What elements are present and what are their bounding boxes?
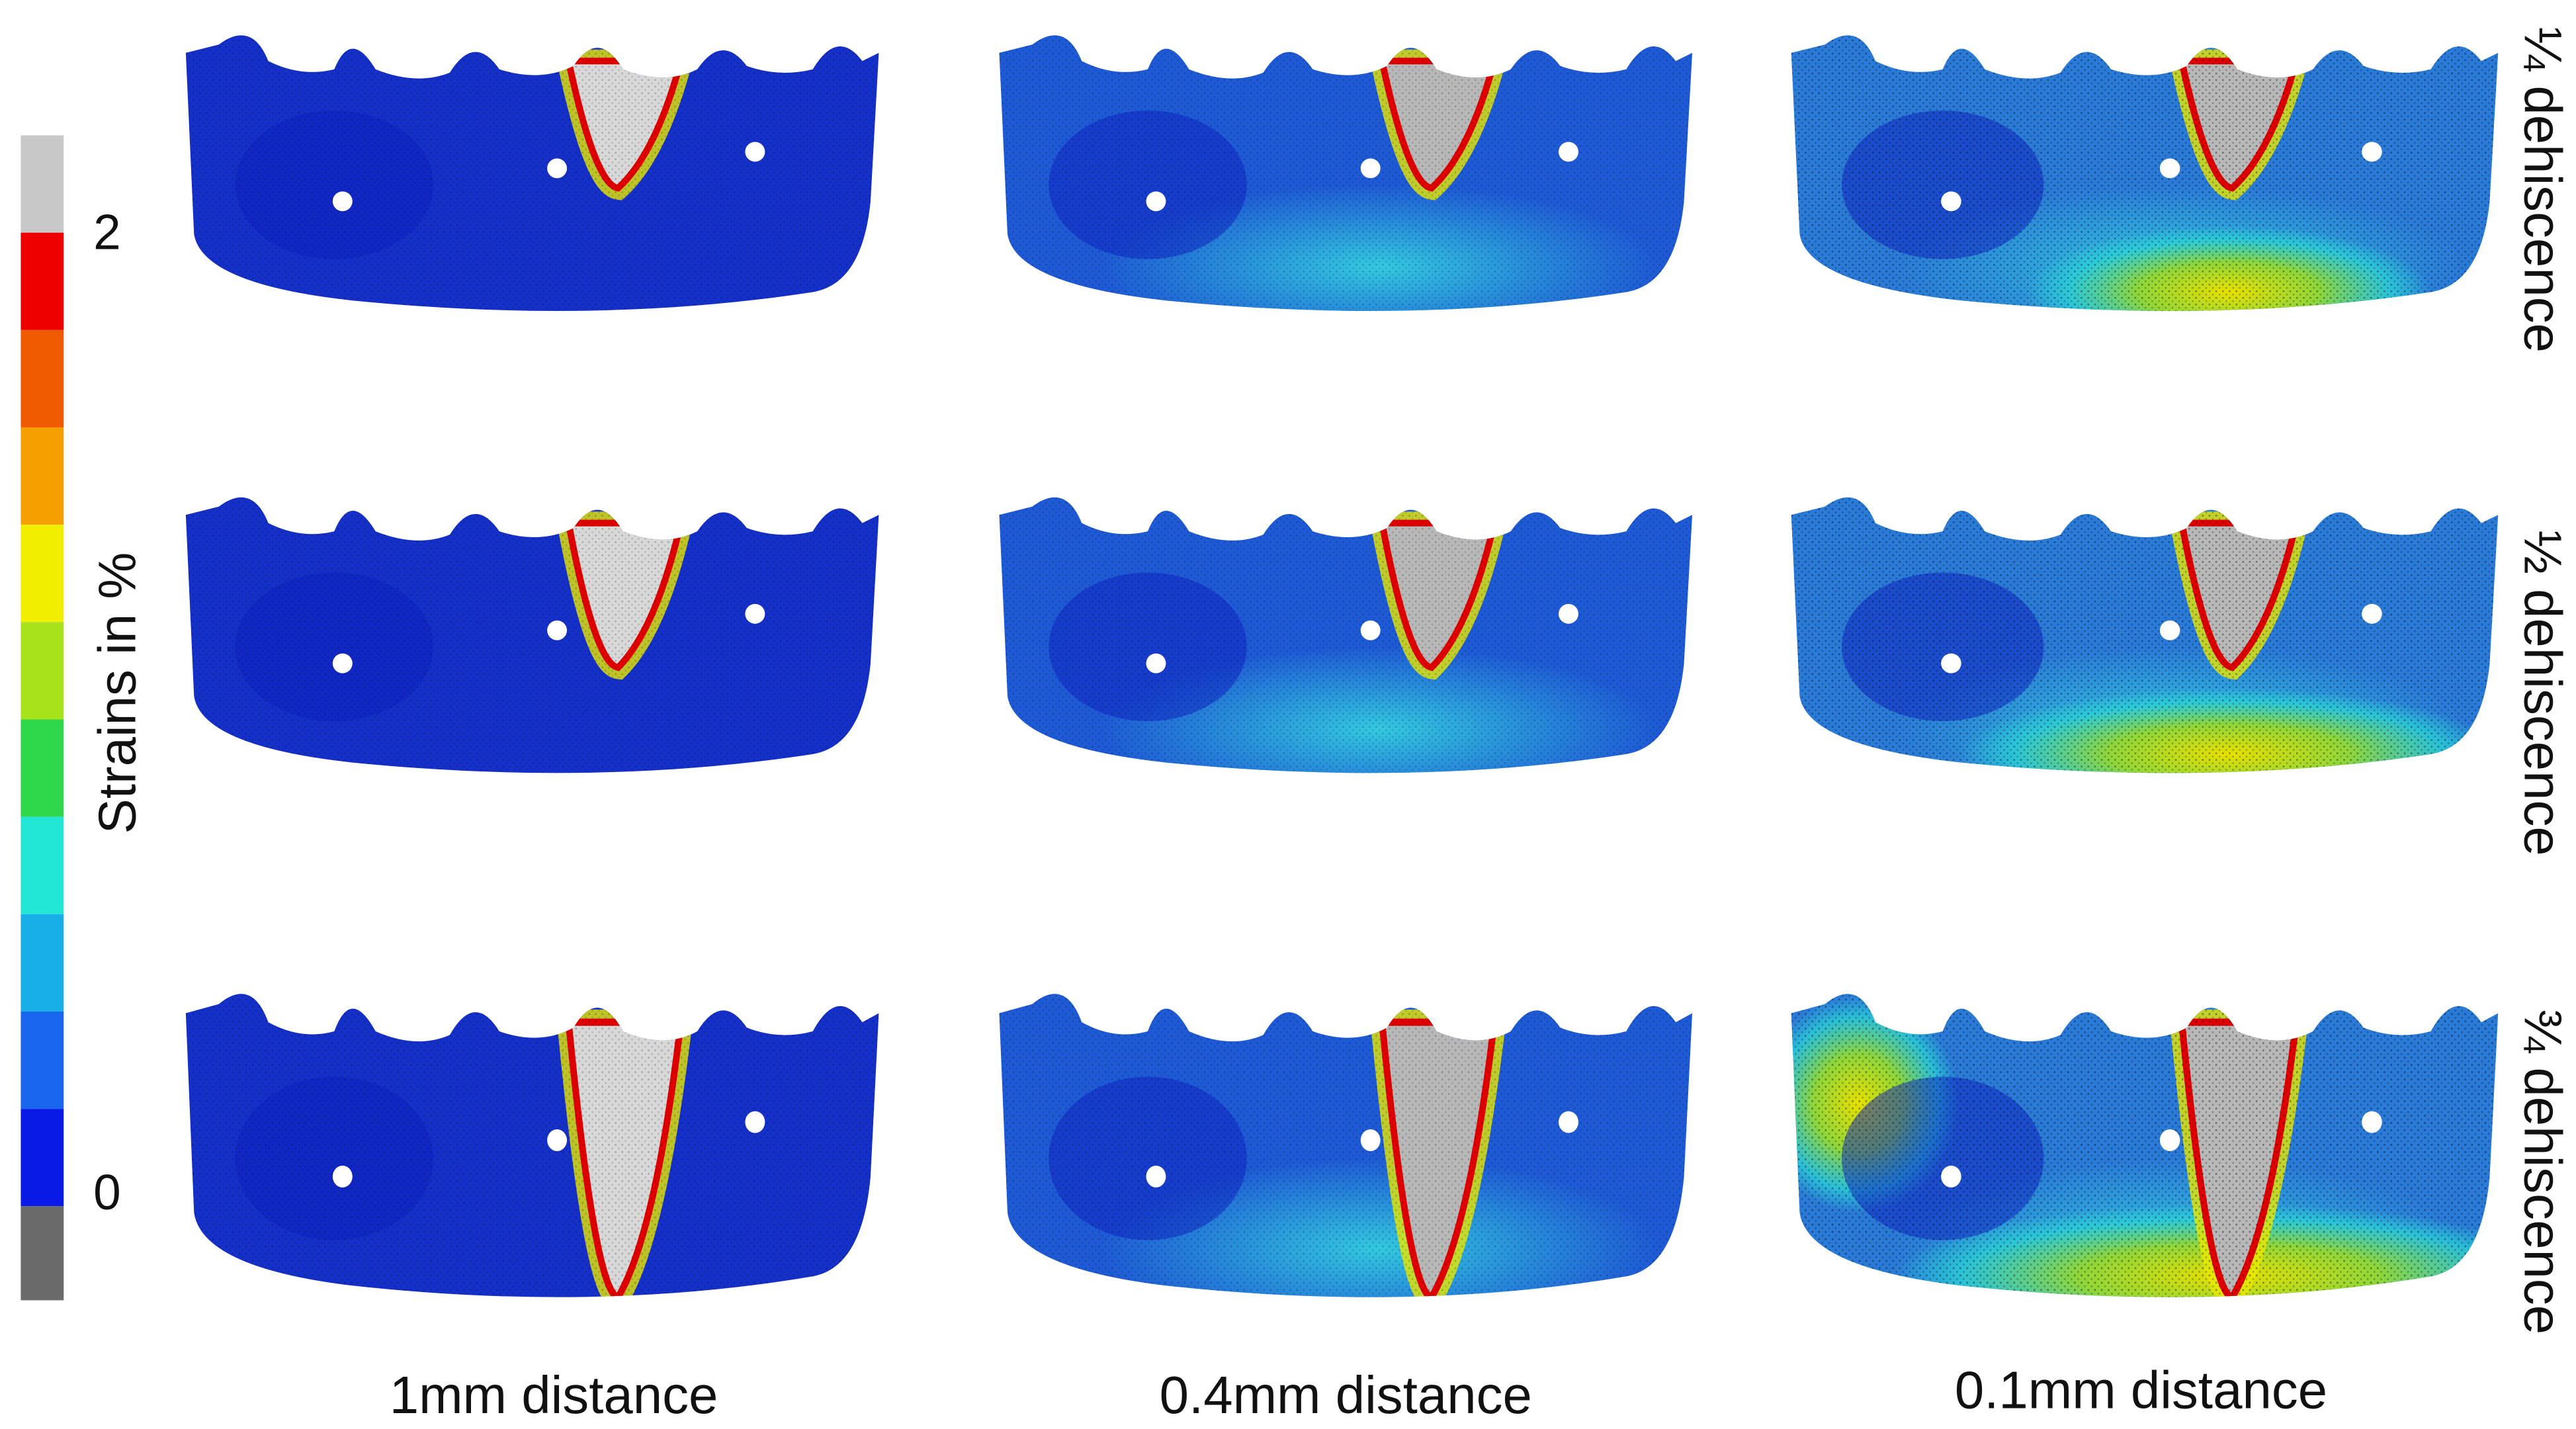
row-label: ½ dehiscence bbox=[2514, 530, 2573, 855]
screw-hole bbox=[1559, 603, 1578, 624]
mesh bbox=[1791, 497, 2499, 773]
screw-hole bbox=[2159, 620, 2180, 640]
screw-hole bbox=[1146, 653, 1166, 673]
mesh bbox=[185, 35, 879, 311]
colorbar: 2 0 Strains in % bbox=[21, 135, 147, 1301]
strain-map bbox=[185, 35, 879, 311]
screw-hole bbox=[547, 158, 568, 179]
column-label: 1mm distance bbox=[390, 1365, 718, 1424]
screw-hole bbox=[2362, 603, 2382, 624]
screw-hole bbox=[1360, 620, 1381, 640]
strain-field bbox=[185, 497, 879, 773]
mesh bbox=[1791, 994, 2499, 1297]
strain-map bbox=[1791, 994, 2499, 1297]
colorbar-max-label: 2 bbox=[93, 204, 121, 259]
colorbar-title: Strains in % bbox=[88, 552, 147, 834]
mesh bbox=[1791, 35, 2499, 311]
column-label: 0.4mm distance bbox=[1160, 1365, 1532, 1424]
strain-map bbox=[185, 497, 879, 773]
strain-map bbox=[999, 994, 1693, 1297]
screw-hole bbox=[2362, 142, 2382, 162]
screw-hole bbox=[1941, 653, 1961, 673]
strain-map bbox=[185, 994, 879, 1297]
screw-hole bbox=[332, 653, 353, 673]
screw-hole bbox=[745, 1111, 765, 1133]
screw-hole bbox=[332, 191, 353, 212]
colorbar-min-label: 0 bbox=[93, 1164, 121, 1220]
strain-field bbox=[1791, 35, 2499, 311]
screw-hole bbox=[1941, 1165, 1961, 1188]
row-label: ¼ dehiscence bbox=[2514, 27, 2573, 353]
screw-hole bbox=[547, 620, 568, 640]
strain-map bbox=[999, 497, 1693, 773]
panels bbox=[185, 35, 2499, 1297]
mesh bbox=[185, 497, 879, 773]
mesh bbox=[999, 35, 1693, 311]
screw-hole bbox=[1146, 1165, 1166, 1188]
strain-field bbox=[999, 497, 1693, 773]
screw-hole bbox=[2159, 1129, 2180, 1151]
screw-hole bbox=[745, 603, 765, 624]
strain-field bbox=[999, 994, 1693, 1297]
strain-map bbox=[999, 35, 1693, 311]
strain-field bbox=[185, 994, 879, 1297]
screw-hole bbox=[1559, 1111, 1578, 1133]
screw-hole bbox=[745, 142, 765, 162]
strain-map bbox=[1791, 497, 2499, 773]
row-label: ¾ dehiscence bbox=[2514, 1009, 2573, 1334]
mesh bbox=[999, 497, 1693, 773]
screw-hole bbox=[1360, 158, 1381, 179]
column-label: 0.1mm distance bbox=[1955, 1361, 2327, 1420]
screw-hole bbox=[547, 1129, 568, 1151]
screw-hole bbox=[1941, 191, 1961, 212]
strain-field bbox=[1791, 994, 2499, 1297]
strain-field bbox=[999, 35, 1693, 311]
strain-field bbox=[1791, 497, 2499, 773]
mesh bbox=[185, 994, 879, 1297]
screw-hole bbox=[1146, 191, 1166, 212]
mesh bbox=[999, 994, 1693, 1297]
strain-field bbox=[185, 35, 879, 311]
screw-hole bbox=[1360, 1129, 1381, 1151]
strain-map bbox=[1791, 35, 2499, 311]
screw-hole bbox=[2362, 1111, 2382, 1133]
screw-hole bbox=[332, 1165, 353, 1188]
screw-hole bbox=[1559, 142, 1578, 162]
screw-hole bbox=[2159, 158, 2180, 179]
